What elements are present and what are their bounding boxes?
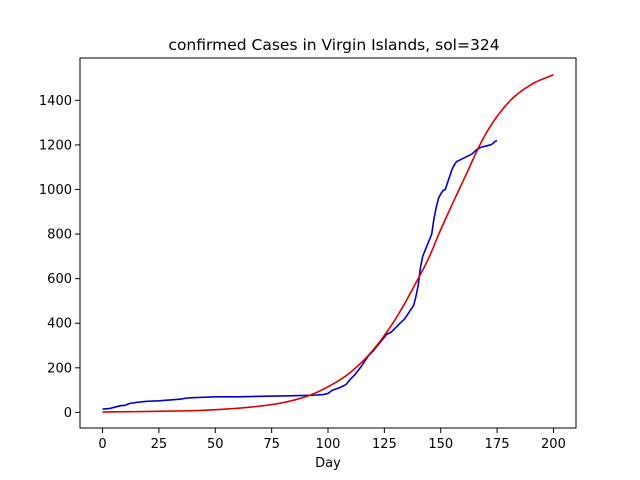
x-tick-label: 0 <box>98 437 106 452</box>
series-fit-line <box>102 73 554 413</box>
x-axis: 0 25 50 75 100 125 150 175 200 <box>98 428 566 452</box>
x-tick-label: 200 <box>541 437 566 452</box>
x-tick-label: 175 <box>485 437 510 452</box>
x-axis-label: Day <box>315 456 341 471</box>
y-tick-label: 1400 <box>39 94 72 109</box>
chart-title: confirmed Cases in Virgin Islands, sol=3… <box>168 36 499 54</box>
plot-frame <box>79 57 577 429</box>
series-cases-line <box>102 139 498 410</box>
y-tick-label: 1000 <box>39 183 72 198</box>
x-tick-label: 25 <box>151 437 168 452</box>
x-tick-label: 50 <box>207 437 224 452</box>
y-tick-label: 1200 <box>39 138 72 153</box>
x-tick-label: 150 <box>428 437 453 452</box>
y-tick-label: 800 <box>47 228 72 243</box>
x-tick-label: 75 <box>263 437 280 452</box>
x-tick-label: 125 <box>372 437 397 452</box>
y-tick-label: 400 <box>47 317 72 332</box>
y-axis: 0 200 400 600 800 1000 1200 1400 <box>39 94 80 421</box>
y-tick-label: 600 <box>47 272 72 287</box>
y-tick-label: 0 <box>64 406 72 421</box>
x-tick-label: 100 <box>316 437 341 452</box>
series-layer <box>102 73 554 413</box>
y-tick-label: 200 <box>47 361 72 376</box>
